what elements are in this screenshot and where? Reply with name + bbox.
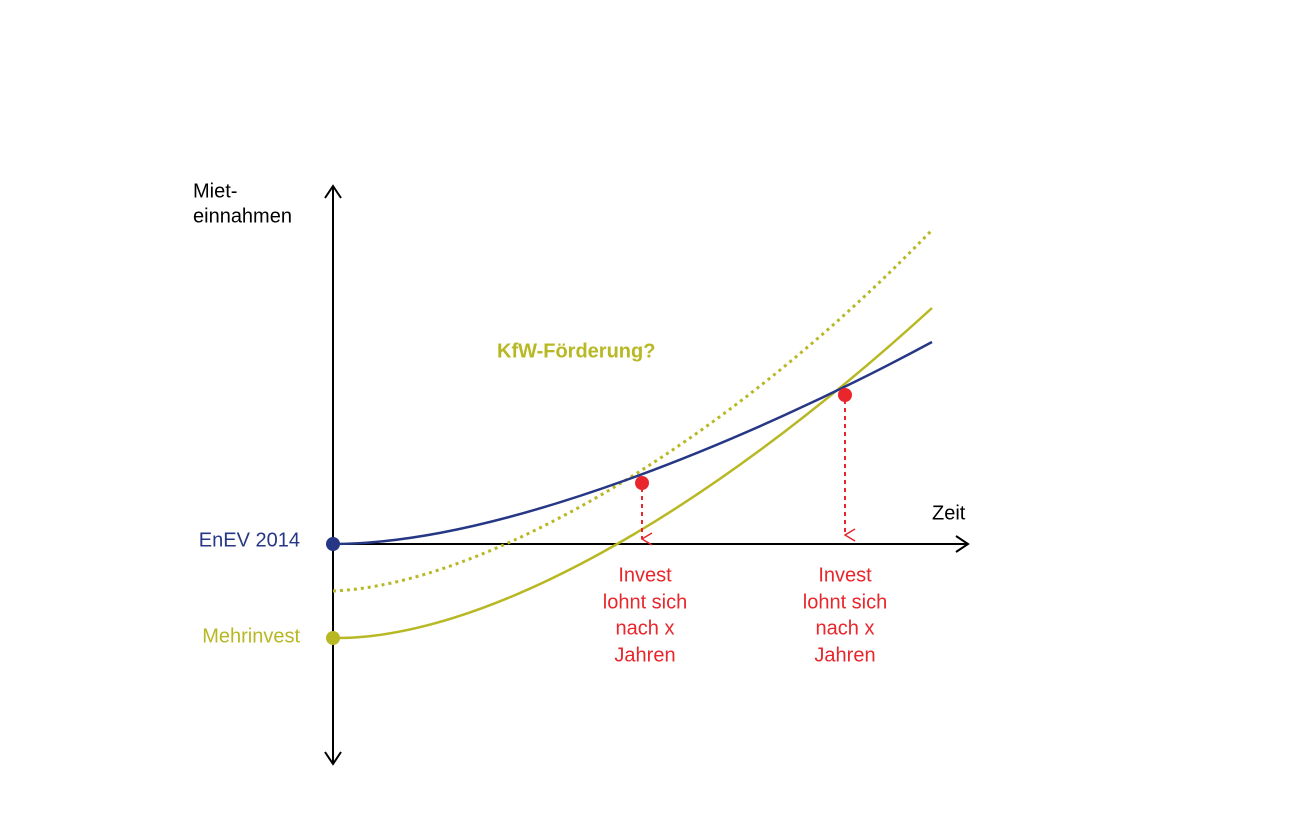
intersection <box>838 388 852 402</box>
annotation-line: Jahren <box>814 644 875 666</box>
y-arrow-top <box>324 184 342 199</box>
annotation-line: nach x <box>816 617 875 639</box>
curve-label: Mehrinvest <box>202 625 300 647</box>
annotation-line: Jahren <box>614 644 675 666</box>
axes <box>324 184 970 766</box>
y-label: Miet- <box>193 180 237 202</box>
annotation-line: Invest <box>618 564 672 586</box>
annotation-line: Invest <box>818 564 872 586</box>
x-label: Zeit <box>932 502 966 524</box>
dotted-curve <box>332 228 934 593</box>
intersection <box>635 476 649 490</box>
annotation-line: lohnt sich <box>803 591 888 613</box>
y-label: einnahmen <box>193 205 292 227</box>
start-point <box>326 537 340 551</box>
enev-curve <box>332 340 933 546</box>
start-point <box>326 631 340 645</box>
annotation: Invest lohnt sich nach x Jahren <box>803 564 888 666</box>
annotation-line: nach x <box>616 617 675 639</box>
curve-label: KfW-Förderung? <box>497 340 655 362</box>
x-arrow <box>955 535 970 553</box>
annotation: Invest lohnt sich nach x Jahren <box>603 564 688 666</box>
annotation-line: lohnt sich <box>603 591 688 613</box>
y-arrow-bottom <box>324 751 342 766</box>
curve-label: EnEV 2014 <box>199 529 300 551</box>
